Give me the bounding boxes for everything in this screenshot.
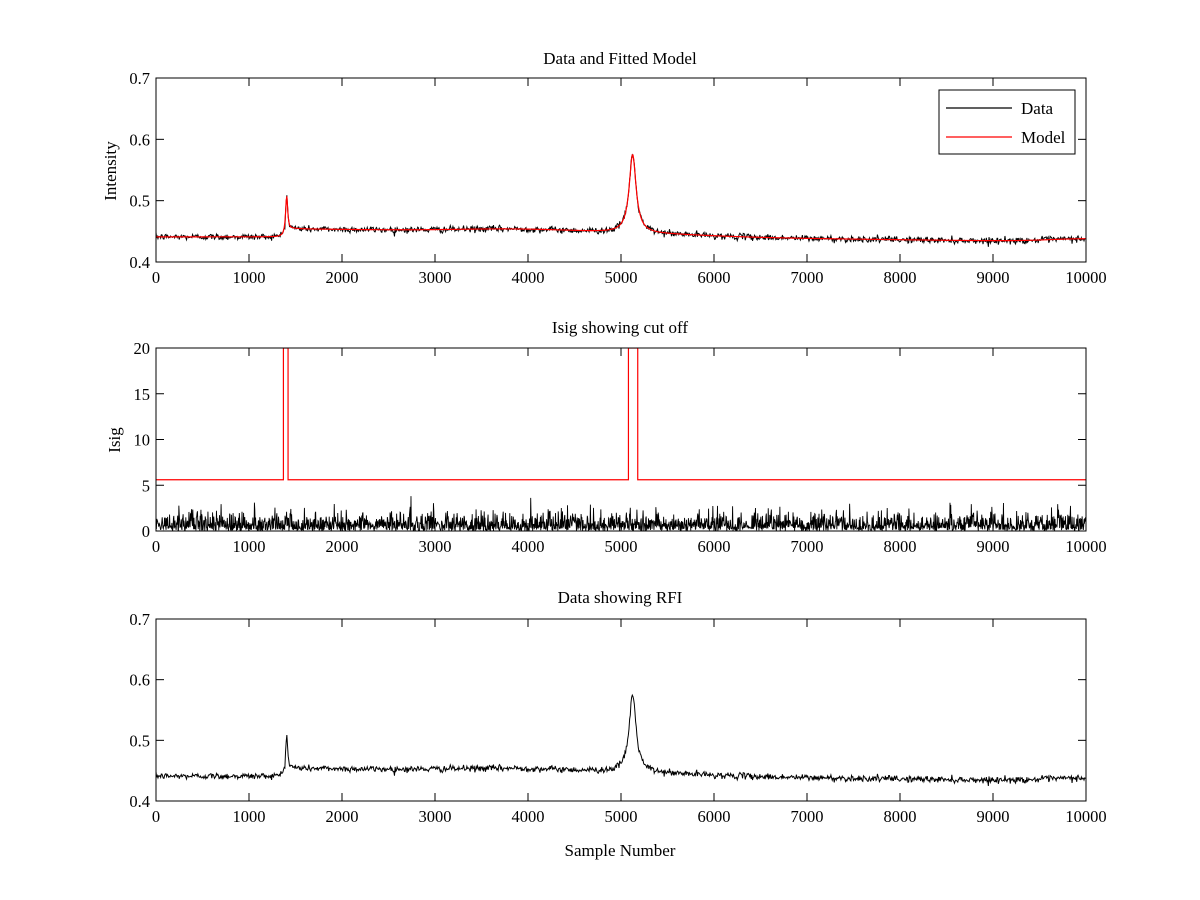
y-tick-label: 0.4	[129, 792, 150, 811]
x-tick-label: 6000	[698, 268, 731, 287]
y-tick-label: 10	[134, 431, 151, 450]
x-tick-label: 3000	[419, 268, 452, 287]
x-tick-label: 5000	[605, 268, 638, 287]
y-axis-label: Isig	[105, 427, 124, 453]
plot-area: 0 1000 2000 3000 4000 5000 6000 7000 8000 9000 100…	[134, 339, 1107, 556]
x-tick-label: 7000	[791, 807, 824, 826]
x-tick-label: 7000	[791, 537, 824, 556]
x-tick-label: 2000	[326, 807, 359, 826]
x-tick-label: 1000	[233, 537, 266, 556]
y-tick-label: 0.5	[129, 731, 150, 750]
chart-title: Isig showing cut off	[552, 318, 688, 337]
y-tick-label: 0.7	[129, 69, 150, 88]
y-tick-label: 0.7	[129, 610, 150, 629]
plot-area: 0 1000 2000 3000 4000 5000 6000 7000 8000 9000 100…	[129, 69, 1106, 287]
x-tick-label: 10000	[1065, 268, 1106, 287]
y-tick-label: 0.4	[129, 253, 150, 272]
legend-box	[938, 89, 1076, 155]
y-tick-label: 0.6	[129, 671, 150, 690]
x-tick-label: 9000	[977, 537, 1010, 556]
x-tick-label: 3000	[419, 537, 452, 556]
x-tick-label: 0	[152, 268, 160, 287]
panel-data-and-model: Data and Fitted Model Intensity 0 1000 200…	[101, 49, 1107, 287]
x-tick-label: 2000	[326, 537, 359, 556]
x-tick-label: 9000	[977, 268, 1010, 287]
y-tick-label: 5	[142, 476, 150, 495]
x-tick-label: 7000	[791, 268, 824, 287]
panel-data-rfi: Data showing RFI Sample Number 0 1000 2000…	[129, 588, 1106, 860]
series-line-data	[156, 693, 1086, 787]
plot-area: 0 1000 2000 3000 4000 5000 6000 7000 8000 9000 100…	[129, 610, 1106, 826]
y-tick-label: 0.6	[129, 130, 150, 149]
x-tick-label: 0	[152, 537, 160, 556]
x-tick-label: 1000	[233, 807, 266, 826]
y-tick-label: 20	[134, 339, 151, 358]
x-tick-label: 4000	[512, 268, 545, 287]
x-tick-label: 9000	[977, 807, 1010, 826]
legend-entry: Model	[1021, 128, 1066, 147]
x-tick-label: 6000	[698, 807, 731, 826]
legend: Data Model	[938, 89, 1076, 155]
panel-isig-cutoff: Isig showing cut off Isig 0 1000 2000 3000 4…	[105, 318, 1107, 556]
x-tick-label: 8000	[884, 807, 917, 826]
y-axis-label: Intensity	[101, 141, 120, 201]
legend-entry: Data	[1021, 99, 1054, 118]
chart-title: Data showing RFI	[558, 588, 683, 607]
x-tick-label: 4000	[512, 537, 545, 556]
x-tick-label: 0	[152, 807, 160, 826]
y-tick-label: 0	[142, 522, 150, 541]
x-tick-label: 8000	[884, 268, 917, 287]
y-tick-label: 0.5	[129, 192, 150, 211]
x-tick-label: 10000	[1065, 807, 1106, 826]
x-tick-label: 4000	[512, 807, 545, 826]
y-tick-label: 15	[134, 385, 151, 404]
x-tick-label: 6000	[698, 537, 731, 556]
x-tick-label: 5000	[605, 807, 638, 826]
x-axis-label: Sample Number	[565, 841, 676, 860]
x-tick-label: 2000	[326, 268, 359, 287]
x-tick-label: 10000	[1065, 537, 1106, 556]
x-tick-label: 1000	[233, 268, 266, 287]
x-tick-label: 8000	[884, 537, 917, 556]
x-tick-label: 5000	[605, 537, 638, 556]
x-tick-label: 3000	[419, 807, 452, 826]
series-line-model	[156, 154, 1086, 242]
series-line-cutoff	[156, 348, 1086, 481]
chart-title: Data and Fitted Model	[543, 49, 697, 68]
